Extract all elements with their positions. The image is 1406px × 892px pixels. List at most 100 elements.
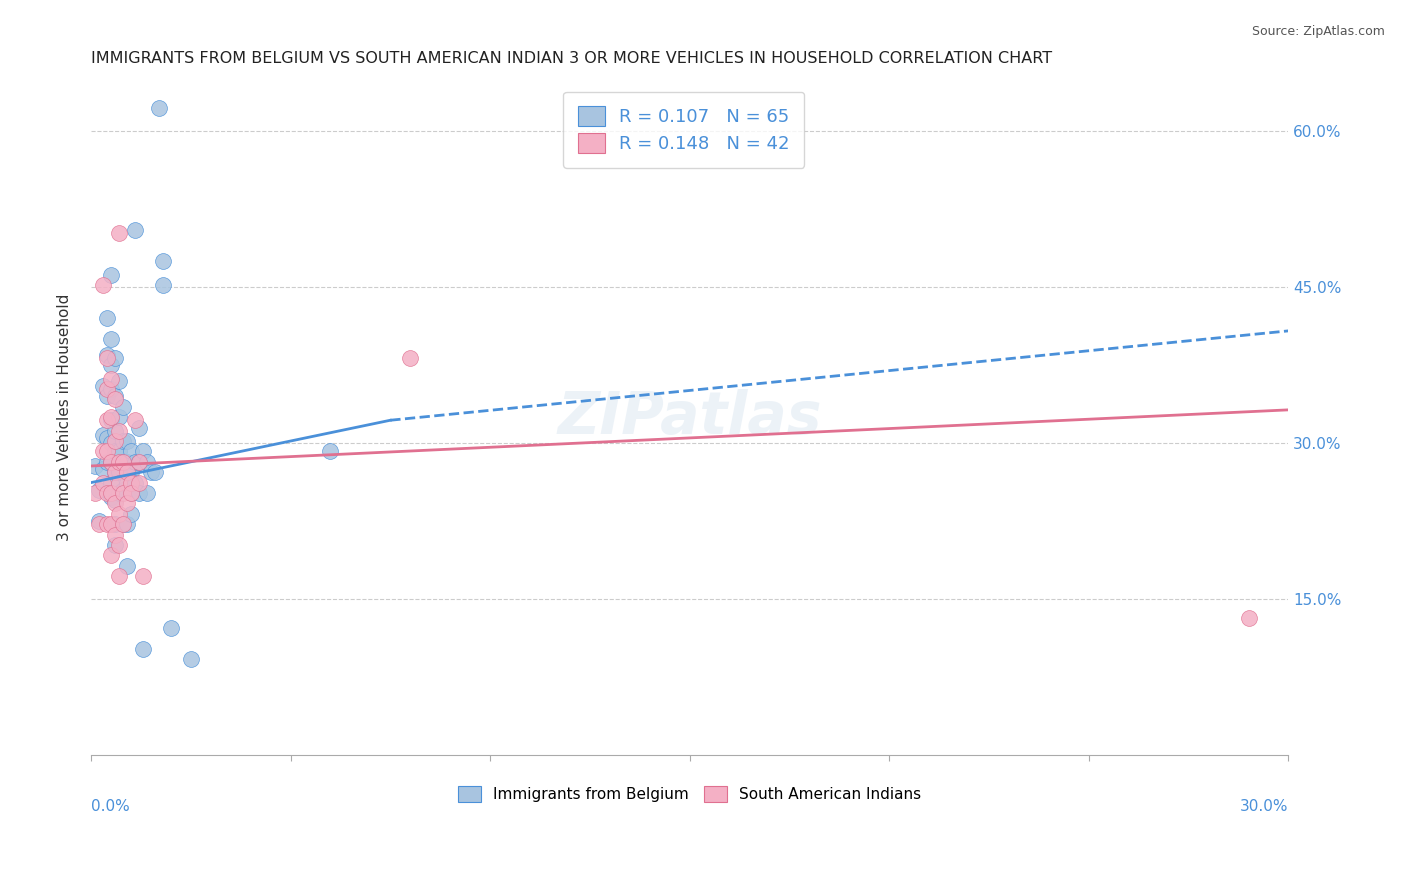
Point xyxy=(152,278,174,293)
Point xyxy=(120,486,142,500)
Point xyxy=(399,351,422,365)
Point xyxy=(104,527,127,541)
Point xyxy=(124,413,146,427)
Point xyxy=(96,348,118,362)
Point xyxy=(124,475,146,490)
Point xyxy=(132,641,155,656)
Text: 30.0%: 30.0% xyxy=(1240,799,1288,814)
Point xyxy=(108,538,131,552)
Point xyxy=(96,486,118,500)
Point xyxy=(100,410,122,425)
Point xyxy=(108,226,131,240)
Point xyxy=(104,424,127,438)
Point xyxy=(108,374,131,388)
Point xyxy=(100,372,122,386)
Point xyxy=(100,332,122,346)
Point xyxy=(152,254,174,268)
Point xyxy=(111,483,134,497)
Point xyxy=(84,486,107,500)
Point xyxy=(132,444,155,458)
Text: ZIPatlas: ZIPatlas xyxy=(557,389,823,446)
Point xyxy=(87,483,110,497)
Point xyxy=(120,465,142,479)
Point xyxy=(91,379,114,393)
Point xyxy=(96,389,118,403)
Point xyxy=(319,444,342,458)
Point xyxy=(111,434,134,448)
Point xyxy=(135,486,157,500)
Point xyxy=(115,558,138,573)
Point xyxy=(91,462,114,476)
Point xyxy=(115,496,138,510)
Point xyxy=(111,517,134,532)
Point xyxy=(128,486,150,500)
Point xyxy=(104,434,127,448)
Point xyxy=(108,424,131,438)
Point xyxy=(108,569,131,583)
Point xyxy=(96,351,118,365)
Point xyxy=(100,549,122,563)
Point xyxy=(115,475,138,490)
Point xyxy=(124,223,146,237)
Point xyxy=(148,102,170,116)
Point xyxy=(104,465,127,479)
Point xyxy=(120,486,142,500)
Point xyxy=(111,400,134,414)
Point xyxy=(100,358,122,372)
Point xyxy=(100,490,122,504)
Point xyxy=(1237,611,1260,625)
Point xyxy=(87,517,110,532)
Point xyxy=(96,311,118,326)
Point xyxy=(115,455,138,469)
Point xyxy=(108,410,131,425)
Point xyxy=(100,517,122,532)
Point xyxy=(111,455,134,469)
Point xyxy=(143,465,166,479)
Point xyxy=(115,465,138,479)
Point xyxy=(100,268,122,282)
Point xyxy=(180,652,202,666)
Point xyxy=(84,458,107,473)
Point xyxy=(115,517,138,532)
Text: 0.0%: 0.0% xyxy=(91,799,129,814)
Point xyxy=(132,569,155,583)
Point xyxy=(120,444,142,458)
Point xyxy=(128,455,150,469)
Point xyxy=(108,465,131,479)
Point xyxy=(91,278,114,293)
Point xyxy=(108,475,131,490)
Text: Source: ZipAtlas.com: Source: ZipAtlas.com xyxy=(1251,25,1385,38)
Point xyxy=(100,436,122,450)
Point xyxy=(104,465,127,479)
Point xyxy=(111,486,134,500)
Point xyxy=(135,455,157,469)
Point xyxy=(96,431,118,445)
Point xyxy=(124,455,146,469)
Point xyxy=(104,351,127,365)
Point xyxy=(96,413,118,427)
Point xyxy=(108,486,131,500)
Point xyxy=(100,486,122,500)
Point xyxy=(96,382,118,396)
Point xyxy=(128,420,150,434)
Point xyxy=(128,475,150,490)
Point xyxy=(100,455,122,469)
Point xyxy=(120,475,142,490)
Text: IMMIGRANTS FROM BELGIUM VS SOUTH AMERICAN INDIAN 3 OR MORE VEHICLES IN HOUSEHOLD: IMMIGRANTS FROM BELGIUM VS SOUTH AMERICA… xyxy=(91,51,1052,66)
Point xyxy=(120,507,142,521)
Point xyxy=(159,621,181,635)
Legend: R = 0.107   N = 65, R = 0.148   N = 42: R = 0.107 N = 65, R = 0.148 N = 42 xyxy=(564,92,804,168)
Point xyxy=(104,493,127,508)
Point xyxy=(100,455,122,469)
Point xyxy=(108,507,131,521)
Point xyxy=(87,514,110,528)
Point xyxy=(91,444,114,458)
Point xyxy=(91,475,114,490)
Point xyxy=(96,455,118,469)
Point xyxy=(115,434,138,448)
Point xyxy=(100,475,122,490)
Point xyxy=(96,444,118,458)
Point xyxy=(100,413,122,427)
Point xyxy=(111,455,134,469)
Point xyxy=(128,455,150,469)
